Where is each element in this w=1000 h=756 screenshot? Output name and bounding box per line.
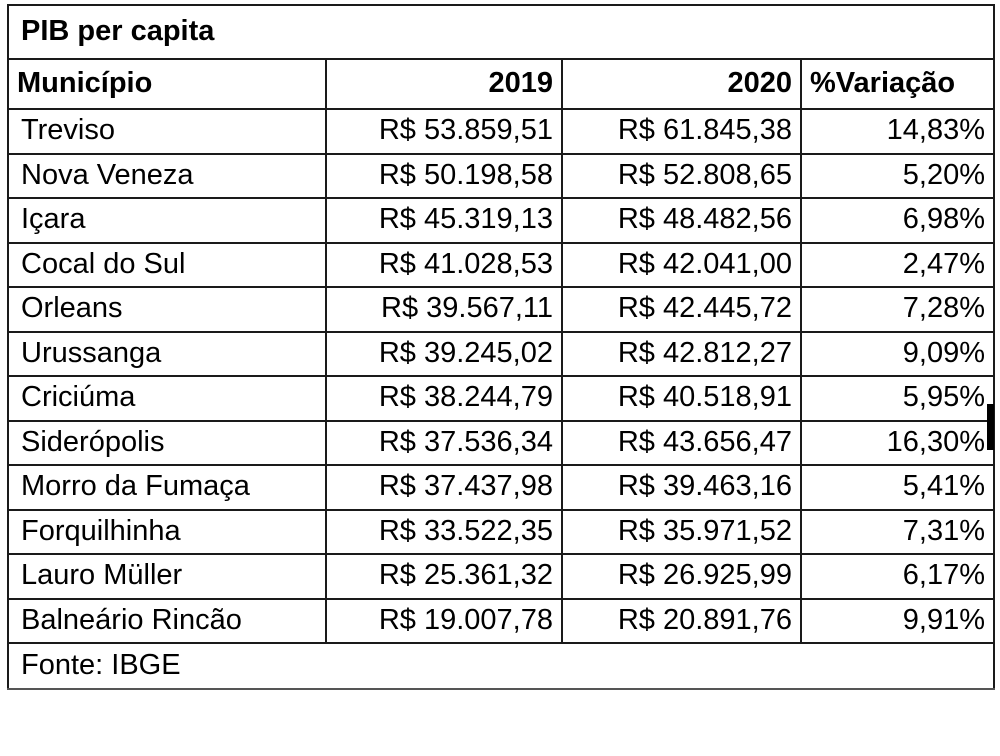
cell-y2019[interactable]: R$ 19.007,78 [325,597,563,644]
cell-y2019[interactable]: R$ 38.244,79 [325,375,563,422]
cell-y2019[interactable]: R$ 37.536,34 [325,419,563,466]
cell-municipio[interactable]: Siderópolis [7,419,327,466]
selection-edge-mark [987,404,994,450]
cell-y2019[interactable]: R$ 25.361,32 [325,553,563,600]
cell-municipio[interactable]: Balneário Rincão [7,597,327,644]
cell-y2020[interactable]: R$ 42.445,72 [561,286,802,333]
table-row: Orleans R$ 39.567,11 R$ 42.445,72 7,28% [7,286,996,333]
cell-municipio[interactable]: Morro da Fumaça [7,464,327,511]
cell-variacao[interactable]: 5,20% [799,152,996,199]
column-header-2020[interactable]: 2020 [561,58,802,110]
cell-y2020[interactable]: R$ 61.845,38 [561,108,802,155]
cell-variacao[interactable]: 14,83% [799,108,996,155]
column-header-2019[interactable]: 2019 [325,58,563,110]
table-row: Cocal do Sul R$ 41.028,53 R$ 42.041,00 2,47… [7,241,996,288]
cell-y2019[interactable]: R$ 53.859,51 [325,108,563,155]
table-title: PIB per capita [6,4,996,60]
cell-y2019[interactable]: R$ 39.567,11 [325,286,563,333]
cell-variacao[interactable]: 2,47% [799,241,996,288]
table-row: Forquilhinha R$ 33.522,35 R$ 35.971,52 7,31… [7,508,996,555]
cell-variacao[interactable]: 9,91% [799,597,996,644]
cell-municipio[interactable]: Treviso [7,108,327,155]
cell-y2020[interactable]: R$ 48.482,56 [561,197,802,244]
pib-per-capita-table: PIB per capita Município 2019 2020 %Vari… [6,4,996,690]
table-row: Treviso R$ 53.859,51 R$ 61.845,38 14,83% [7,108,996,155]
cell-variacao[interactable]: 9,09% [799,330,996,377]
table-row: Balneário Rincão R$ 19.007,78 R$ 20.891,76… [7,597,996,644]
column-header-municipio[interactable]: Município [7,58,327,110]
cell-y2019[interactable]: R$ 45.319,13 [325,197,563,244]
cell-variacao[interactable]: 7,28% [799,286,996,333]
cell-municipio[interactable]: Forquilhinha [7,508,327,555]
table-row: Içara R$ 45.319,13 R$ 48.482,56 6,98% [7,197,996,244]
cell-y2019[interactable]: R$ 33.522,35 [325,508,563,555]
cell-y2020[interactable]: R$ 52.808,65 [561,152,802,199]
source-row: Fonte: IBGE [6,642,996,690]
table-row: Criciúma R$ 38.244,79 R$ 40.518,91 5,95% [7,375,996,422]
column-header-variacao[interactable]: %Variação [799,58,996,110]
cell-municipio[interactable]: Urussanga [7,330,327,377]
table-row: Morro da Fumaça R$ 37.437,98 R$ 39.463,16 5… [7,464,996,511]
cell-y2019[interactable]: R$ 39.245,02 [325,330,563,377]
cell-y2020[interactable]: R$ 39.463,16 [561,464,802,511]
cell-municipio[interactable]: Lauro Müller [7,553,327,600]
cell-y2020[interactable]: R$ 20.891,76 [561,597,802,644]
cell-municipio[interactable]: Criciúma [7,375,327,422]
cell-y2020[interactable]: R$ 43.656,47 [561,419,802,466]
table-row: Nova Veneza R$ 50.198,58 R$ 52.808,65 5,20% [7,152,996,199]
data-table: PIB per capita Município 2019 2020 %Vari… [6,4,996,690]
cell-variacao[interactable]: 7,31% [799,508,996,555]
cell-y2020[interactable]: R$ 26.925,99 [561,553,802,600]
cell-y2020[interactable]: R$ 42.041,00 [561,241,802,288]
cell-variacao[interactable]: 5,95% [799,375,996,422]
cell-y2019[interactable]: R$ 50.198,58 [325,152,563,199]
cell-variacao[interactable]: 6,98% [799,197,996,244]
cell-y2020[interactable]: R$ 35.971,52 [561,508,802,555]
cell-y2020[interactable]: R$ 42.812,27 [561,330,802,377]
table-row: Siderópolis R$ 37.536,34 R$ 43.656,47 16,30… [7,419,996,466]
cell-municipio[interactable]: Nova Veneza [7,152,327,199]
cell-variacao[interactable]: 5,41% [799,464,996,511]
cell-y2019[interactable]: R$ 41.028,53 [325,241,563,288]
table-row: Lauro Müller R$ 25.361,32 R$ 26.925,99 6,17… [7,553,996,600]
table-source: Fonte: IBGE [6,642,996,690]
cell-variacao[interactable]: 16,30% [799,419,996,466]
cell-municipio[interactable]: Orleans [7,286,327,333]
title-row: PIB per capita [6,4,996,60]
cell-municipio[interactable]: Cocal do Sul [7,241,327,288]
cell-y2020[interactable]: R$ 40.518,91 [561,375,802,422]
table-row: Urussanga R$ 39.245,02 R$ 42.812,27 9,09% [7,330,996,377]
header-row: Município 2019 2020 %Variação [7,58,996,110]
cell-municipio[interactable]: Içara [7,197,327,244]
cell-variacao[interactable]: 6,17% [799,553,996,600]
cell-y2019[interactable]: R$ 37.437,98 [325,464,563,511]
